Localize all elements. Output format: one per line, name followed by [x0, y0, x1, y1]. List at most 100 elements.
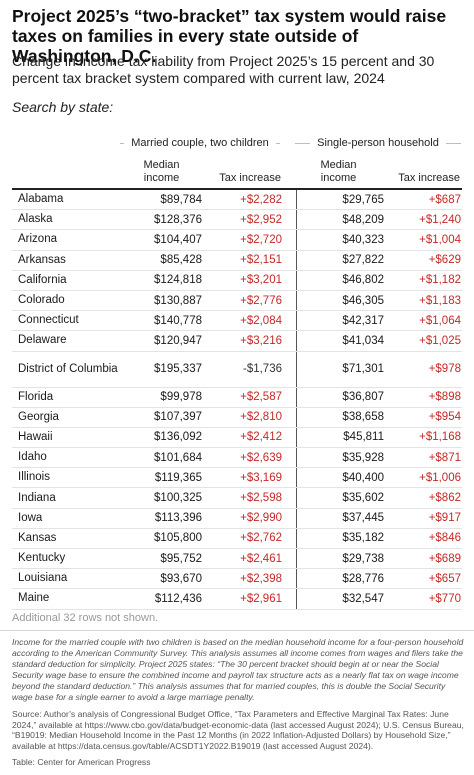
single-income-cell: $35,182 [342, 532, 384, 545]
married-tax-cell: +$3,216 [240, 334, 282, 347]
married-tax-cell: +$2,412 [240, 431, 282, 444]
married-income-cell: $112,436 [154, 592, 202, 605]
more-rows-note: Additional 32 rows not shown. [12, 612, 159, 624]
table-row: Delaware $120,947 +$3,216 $41,034 +$1,025 [12, 331, 462, 352]
married-tax-cell: +$2,720 [240, 233, 282, 246]
page-subtitle: Change in income tax liability from Proj… [12, 53, 435, 86]
state-cell: Iowa [18, 511, 43, 524]
footer-divider [0, 630, 474, 631]
table-row: Connecticut $140,778 +$2,084 $42,317 +$1,064 [12, 311, 462, 332]
table-row: Illinois $119,365 +$3,169 $40,400 +$1,006 [12, 468, 462, 489]
column-divider [296, 270, 297, 290]
column-divider [296, 488, 297, 508]
single-income-cell: $35,928 [342, 451, 384, 464]
single-tax-cell: +$1,025 [419, 334, 461, 347]
table-row: Kansas $105,800 +$2,762 $35,182 +$846 [12, 528, 462, 549]
married-tax-cell: +$2,776 [240, 294, 282, 307]
married-income-cell: $113,396 [154, 512, 202, 525]
married-income-cell: $140,778 [154, 314, 202, 327]
single-group-header: Single-person household [295, 136, 462, 150]
source-note: Source: Author’s analysis of Congression… [12, 709, 464, 751]
married-income-cell: $89,784 [160, 193, 202, 206]
column-divider [296, 230, 297, 250]
column-divider [296, 190, 297, 210]
column-divider [296, 387, 297, 407]
group-rule-right [275, 142, 281, 144]
methodology-note: Income for the married couple with two c… [12, 637, 464, 702]
married-tax-cell: +$2,961 [240, 592, 282, 605]
single-income-cell: $36,807 [342, 391, 384, 404]
single-income-cell: $45,811 [343, 431, 384, 444]
single-tax-cell: +$871 [428, 451, 461, 464]
column-divider [296, 250, 297, 270]
table-row: Iowa $113,396 +$2,990 $37,445 +$917 [12, 508, 462, 529]
married-income-cell: $95,752 [160, 552, 202, 565]
single-income-cell: $29,765 [342, 193, 384, 206]
state-cell: Hawaii [18, 430, 53, 443]
column-divider [296, 210, 297, 230]
state-cell: Arkansas [18, 253, 66, 266]
married-income-cell: $105,800 [154, 532, 202, 545]
group-rule-left [295, 142, 311, 144]
married-income-cell: $104,407 [154, 233, 202, 246]
single-tax-header[interactable]: Tax increase [398, 172, 460, 184]
table-row: California $124,818 +$3,201 $46,802 +$1,182 [12, 270, 462, 291]
married-tax-cell: +$2,084 [240, 314, 282, 327]
state-cell: Idaho [18, 451, 47, 464]
table-credit: Table: Center for American Progress [12, 757, 151, 767]
single-income-cell: $41,034 [342, 334, 384, 347]
married-income-cell: $93,670 [160, 572, 202, 585]
single-tax-cell: +$657 [428, 572, 461, 585]
single-income-cell: $46,305 [342, 294, 384, 307]
table-row: Alabama $89,784 +$2,282 $29,765 +$687 [12, 190, 462, 211]
search-label[interactable]: Search by state: [12, 99, 114, 115]
married-income-cell: $100,325 [154, 492, 202, 505]
page-title: Project 2025’s “two-bracket” tax system … [12, 6, 447, 66]
married-tax-cell: +$2,990 [240, 512, 282, 525]
table-row: Colorado $130,887 +$2,776 $46,305 +$1,183 [12, 290, 462, 312]
single-tax-cell: +$846 [428, 532, 461, 545]
column-divider [296, 331, 297, 351]
single-income-header[interactable]: Median income [320, 159, 357, 184]
column-divider [296, 549, 297, 569]
single-group-label: Single-person household [317, 137, 439, 149]
married-tax-cell: +$2,151 [240, 254, 282, 267]
married-income-cell: $107,397 [154, 411, 202, 424]
single-tax-cell: +$862 [428, 492, 461, 505]
table-row: Indiana $100,325 +$2,598 $35,602 +$862 [12, 488, 462, 509]
married-tax-cell: +$2,952 [240, 213, 282, 226]
single-tax-cell: +$1,168 [419, 431, 461, 444]
state-cell: Kentucky [18, 552, 66, 565]
married-tax-cell: +$3,201 [240, 274, 282, 287]
single-income-cell: $40,323 [342, 233, 384, 246]
single-income-cell: $42,317 [342, 314, 384, 327]
married-income-header[interactable]: Median income [143, 159, 180, 184]
group-rule-right [445, 142, 462, 144]
single-tax-cell: +$954 [428, 411, 461, 424]
married-income-cell: $128,376 [154, 213, 202, 226]
column-divider [296, 508, 297, 528]
single-tax-cell: +$898 [428, 391, 461, 404]
married-income-cell: $99,978 [160, 391, 202, 404]
column-divider [296, 290, 297, 311]
single-tax-cell: +$689 [428, 552, 461, 565]
married-tax-cell: +$2,762 [240, 532, 282, 545]
married-tax-cell: +$2,461 [240, 552, 282, 565]
state-cell: Louisiana [18, 572, 68, 585]
column-divider [296, 448, 297, 468]
table-row: Arizona $104,407 +$2,720 $40,323 +$1,004 [12, 230, 462, 251]
state-cell: Illinois [18, 471, 50, 484]
single-tax-cell: +$687 [428, 193, 461, 206]
single-income-cell: $40,400 [342, 471, 384, 484]
single-income-cell: $37,445 [342, 512, 384, 525]
table-row: Hawaii $136,092 +$2,412 $45,811 +$1,168 [12, 427, 462, 449]
single-income-cell: $71,301 [342, 363, 384, 375]
married-income-cell: $119,365 [154, 471, 202, 484]
married-tax-cell: +$2,587 [240, 391, 282, 404]
state-cell: District of Columbia [18, 362, 118, 375]
column-divider [296, 311, 297, 331]
single-tax-cell: +$770 [428, 592, 461, 605]
married-tax-header[interactable]: Tax increase [219, 172, 281, 184]
single-tax-cell: +$1,006 [419, 471, 461, 484]
single-income-cell: $28,776 [342, 572, 384, 585]
